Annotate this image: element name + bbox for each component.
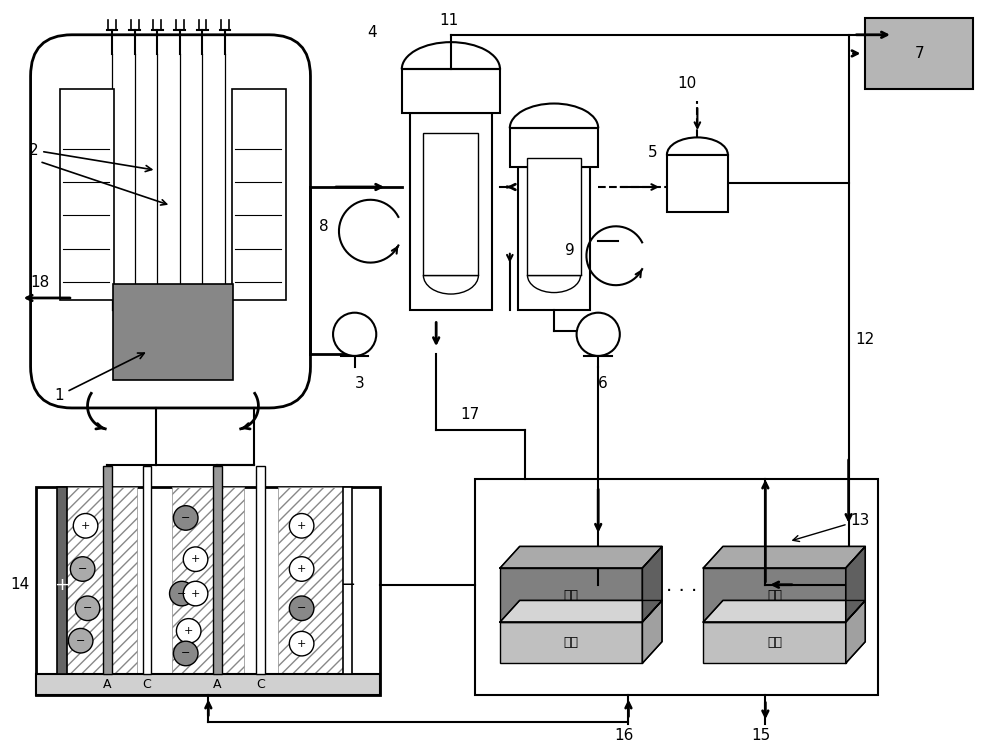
Text: 12: 12 [856,332,875,347]
Text: +: + [81,521,90,530]
Text: C: C [142,679,151,691]
Circle shape [183,581,208,606]
Bar [278,487,350,674]
Bar [36,487,380,695]
Text: 16: 16 [614,728,633,743]
Bar [423,133,478,275]
Polygon shape [642,546,662,622]
Bar [113,284,233,380]
Text: −: − [78,564,87,574]
Text: 一级: 一级 [767,589,782,602]
Text: +: + [184,626,193,636]
Text: −: − [297,603,306,613]
Text: 18: 18 [31,275,50,289]
Bar [410,113,492,310]
Circle shape [173,641,198,666]
Bar [667,155,728,211]
Text: 5: 5 [648,145,658,160]
Polygon shape [703,600,865,622]
Bar [703,568,846,622]
Polygon shape [846,546,865,622]
Circle shape [70,557,95,581]
Polygon shape [500,600,662,622]
Bar [103,466,112,674]
Circle shape [577,312,620,356]
Text: 15: 15 [751,728,770,743]
Text: 2: 2 [29,143,152,172]
Text: −: − [340,576,355,594]
Text: 10: 10 [678,77,697,92]
Circle shape [176,618,201,643]
Bar [343,487,352,674]
Polygon shape [703,546,865,568]
Text: 3: 3 [355,376,364,391]
Circle shape [289,596,314,620]
Text: +: + [191,554,200,564]
Text: 11: 11 [439,13,458,28]
Text: · · ·: · · · [666,582,697,601]
Text: A: A [103,679,111,691]
Text: C: C [256,679,265,691]
Bar [60,89,114,300]
Bar [510,128,598,167]
Bar [57,487,67,674]
Text: 一级: 一级 [564,589,579,602]
Bar [518,167,590,310]
Bar [703,622,846,664]
Text: 17: 17 [461,407,480,423]
Circle shape [173,506,198,530]
Text: +: + [297,564,306,574]
Bar [66,487,137,674]
Text: −: − [83,603,92,613]
Circle shape [170,581,194,606]
Text: 6: 6 [598,376,608,391]
Text: 二级: 二级 [564,636,579,650]
Circle shape [68,629,93,653]
Circle shape [289,632,314,656]
Text: +: + [191,589,200,599]
Text: −: − [181,513,190,523]
Polygon shape [846,600,865,664]
Text: +: + [297,638,306,649]
Text: 8: 8 [319,219,329,234]
Circle shape [75,596,100,620]
Bar [527,158,581,275]
Bar [172,487,244,674]
Bar [143,466,151,674]
Text: 7: 7 [915,46,924,61]
Polygon shape [500,546,662,568]
Bar [500,568,642,622]
Circle shape [73,513,98,538]
Circle shape [289,557,314,581]
Text: 14: 14 [10,577,29,592]
Polygon shape [642,600,662,664]
Bar [213,466,222,674]
Text: −: − [76,635,85,646]
Text: +: + [297,521,306,530]
Bar [402,69,500,113]
Circle shape [183,547,208,571]
Text: 9: 9 [565,243,575,258]
Text: −: − [177,589,187,599]
Text: −: − [181,649,190,658]
Bar [865,18,973,89]
Circle shape [289,513,314,538]
Bar [232,89,286,300]
Text: +: + [55,576,70,594]
Bar [475,478,878,695]
Text: 1: 1 [54,353,144,403]
Text: A: A [213,679,221,691]
Text: 二级: 二级 [767,636,782,650]
FancyBboxPatch shape [31,35,310,408]
Circle shape [333,312,376,356]
Bar [256,466,265,674]
Bar [500,622,642,664]
Text: 13: 13 [793,513,870,542]
Bar [36,674,380,695]
Text: 4: 4 [367,25,377,40]
